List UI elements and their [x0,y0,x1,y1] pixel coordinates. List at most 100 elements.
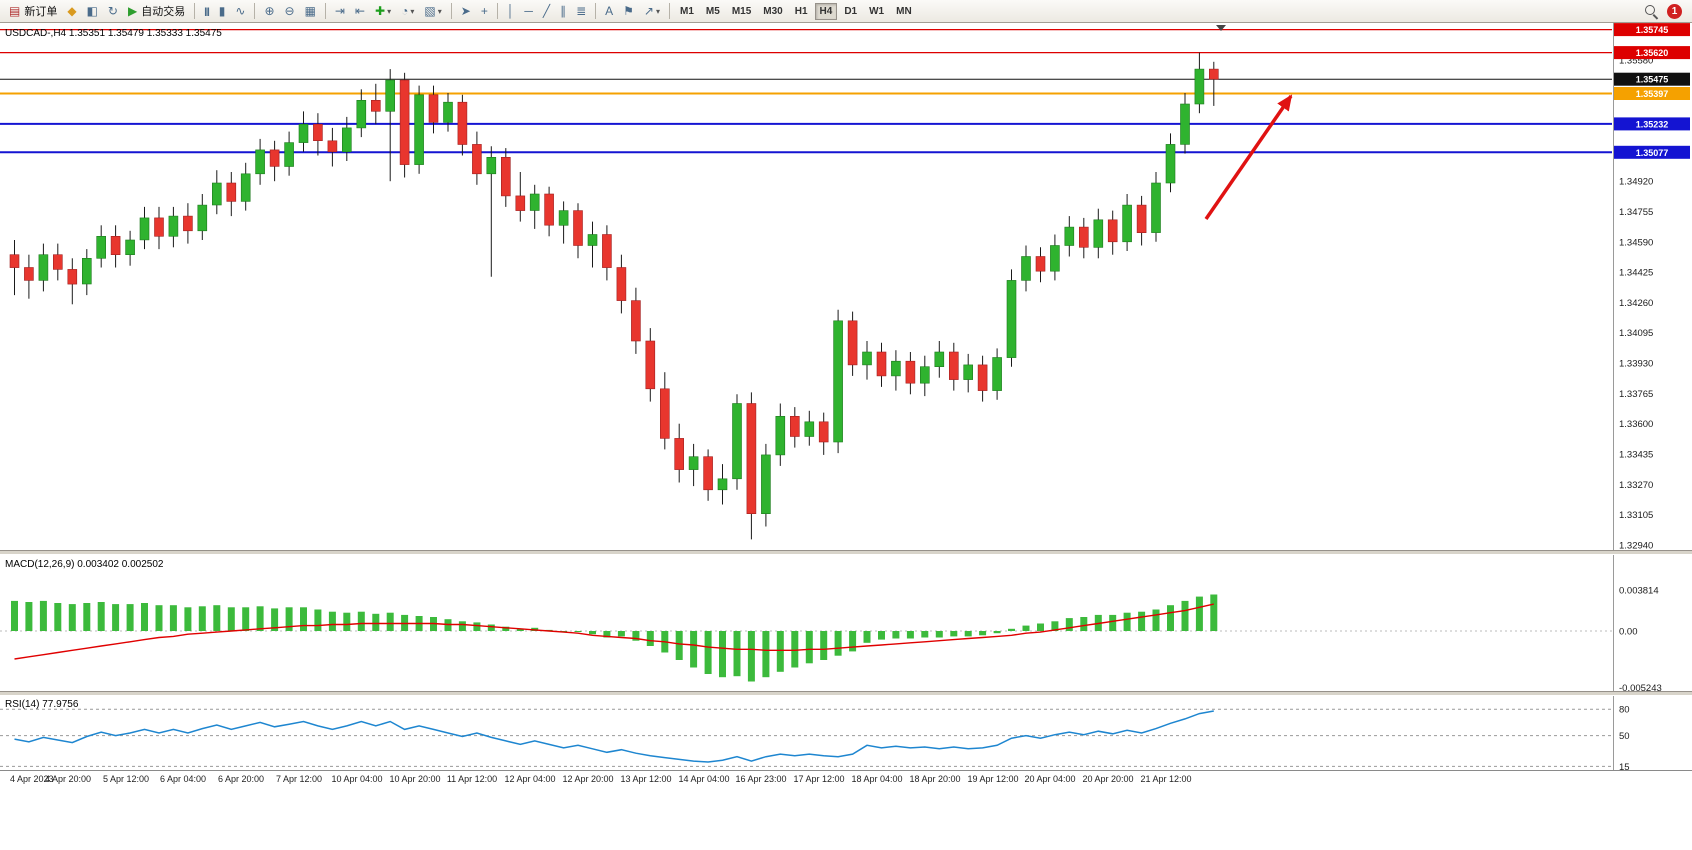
candle-body [399,79,410,165]
candle-body [428,94,439,123]
timeframe-h4[interactable]: H4 [814,2,838,20]
price-badge [1614,46,1690,60]
auto-trading-button[interactable]: ▶ 自动交易 [124,1,189,22]
candle-body [1194,68,1205,105]
channel-button[interactable]: ∥ [556,1,570,22]
refresh-button[interactable]: ↻ [104,1,122,22]
trendline-button[interactable]: ╱ [539,1,554,22]
pane-splitter[interactable] [0,550,1692,555]
timeframe-m5[interactable]: M5 [705,5,720,17]
horizontal-line-button[interactable]: ─ [520,1,537,22]
candle-body [385,79,396,112]
auto-scroll-button[interactable]: ⇥ [331,1,349,22]
candle-body [1165,144,1176,184]
arrows-button[interactable]: ↗ ▾ [640,1,664,22]
price-chart-pane[interactable]: 1.355801.354151.352501.350851.349201.347… [0,23,1692,550]
zoom-in-button[interactable]: ⊕ [260,1,278,22]
candle-body [789,415,800,437]
candle-body [298,123,309,143]
timeframe-mn[interactable]: MN [896,5,912,17]
chart-shift-button[interactable]: ⇤ [351,1,369,22]
pane-splitter[interactable] [0,691,1692,696]
rsi-pane[interactable]: 80 50 15 RSI(14) 77.9756 [0,696,1692,770]
notification-badge[interactable]: 1 [1667,3,1682,19]
macd-histogram-bar [1138,611,1146,631]
macd-histogram-bar [993,631,1001,634]
macd-histogram-bar [849,631,857,652]
templates-button[interactable]: ▧ ▾ [420,1,445,22]
text-button[interactable]: A [601,1,617,22]
time-axis-label: 5 Apr 12:00 [102,774,150,784]
candle-body [139,217,150,241]
macd-histogram-bar [906,631,914,639]
crosshair-icon: + [480,3,488,18]
time-axis-label: 17 Apr 12:00 [793,774,845,784]
timeframe-m15[interactable]: M15 [731,5,752,17]
vertical-line-button[interactable]: │ [503,1,519,22]
macd-histogram-bar [704,631,712,674]
candle-body [645,340,656,390]
time-axis-label: 6 Apr 20:00 [217,774,265,784]
timeframe-d1[interactable]: D1 [844,5,858,17]
timeframe-m1[interactable]: M1 [680,5,694,17]
candle-body [240,173,251,202]
zoom-in-icon: ⊕ [264,3,275,18]
timeframe-w1[interactable]: W1 [869,5,885,17]
macd-histogram-bar [776,631,784,672]
tile-windows-button[interactable]: ▦ [301,1,320,22]
line-chart-button[interactable]: ∿ [231,1,249,22]
crosshair-button[interactable]: + [477,1,492,22]
price-tick-label: 1.32940 [1619,540,1653,550]
macd-histogram-bar [213,605,221,631]
price-badge-label: 1.35077 [1636,148,1669,158]
candle-body [948,351,959,380]
metaeditor-button[interactable]: ◆ [63,1,80,22]
macd-histogram-bar [719,631,726,678]
candle-body [370,100,381,112]
chart-shift-marker[interactable] [1216,25,1226,31]
macd-histogram-bar [617,631,625,637]
candle-body [631,300,641,342]
macd-histogram-bar [892,631,900,639]
new-order-button[interactable]: ▤ 新订单 [5,1,61,22]
macd-histogram-bar [646,631,654,646]
macd-histogram-bar [1181,600,1189,631]
metaeditor-icon: ◆ [67,3,77,18]
toolbar: ▤ 新订单 ◆ ◧ ↻ ▶ 自动交易 ||| ▮ ∿ ⊕ ⊖ ▦ ⇥ ⇤ ✚ ▾ ◔ ▾ ▧ ▾ ➤ + │ ─ ╱ ∥ ≣ A ⚑ ↗ ▾ M… [0,0,1692,23]
macd-histogram-bar [1051,621,1059,631]
zoom-out-button[interactable]: ⊖ [281,1,299,22]
macd-label: MACD(12,26,9) 0.003402 0.002502 [5,559,164,570]
timeframe-h1[interactable]: H1 [794,5,808,17]
macd-pane[interactable]: 0.003814 0.00 -0.005243 MACD(12,26,9) 0.003… [0,555,1692,691]
indicators-icon: ✚ [375,3,386,18]
search-icon[interactable] [1643,3,1659,19]
trend-arrow-annotation[interactable] [1204,94,1293,220]
mt4-terminal: ▤ 新订单 ◆ ◧ ↻ ▶ 自动交易 ||| ▮ ∿ ⊕ ⊖ ▦ ⇥ ⇤ ✚ ▾ ◔ ▾ ▧ ▾ ➤ + │ ─ ╱ ∥ ≣ A ⚑ ↗ ▾ M… [0,0,1692,789]
candle-body [919,366,930,384]
macd-histogram-bar [979,631,987,636]
bar-chart-icon: ||| [204,5,209,16]
price-tick-label: 1.33930 [1619,359,1653,370]
fibonacci-button[interactable]: ≣ [572,1,590,22]
market-watch-button[interactable]: ◧ [83,1,102,22]
chevron-down-icon: ▾ [437,6,442,16]
price-tick-label: 1.34590 [1619,237,1653,248]
bar-chart-button[interactable]: ||| [200,1,213,22]
label-button[interactable]: ⚑ [619,1,638,22]
candlestick-button[interactable]: ▮ [215,1,230,22]
price-tick-label: 1.33435 [1619,449,1653,460]
candle-body [818,421,829,443]
time-axis-label: 4 Apr 2023 [10,774,54,784]
candle-body [529,193,540,211]
periods-button[interactable]: ◔ ▾ [397,1,418,22]
cursor-button[interactable]: ➤ [457,1,475,22]
timeframe-m30[interactable]: M30 [763,5,783,17]
macd-histogram-bar [1152,609,1160,631]
auto-trading-button-label: 自动交易 [141,6,186,18]
candle-body [515,195,526,211]
indicators-button[interactable]: ✚ ▾ [371,1,395,22]
rsi-tick-label: 50 [1619,731,1630,742]
candle-body [183,215,193,232]
candle-body [688,456,699,470]
candle-body [573,210,583,246]
